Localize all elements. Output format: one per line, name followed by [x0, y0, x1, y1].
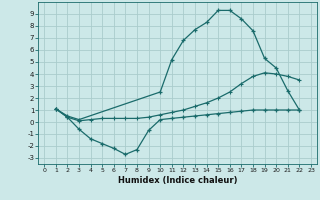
X-axis label: Humidex (Indice chaleur): Humidex (Indice chaleur) — [118, 176, 237, 185]
